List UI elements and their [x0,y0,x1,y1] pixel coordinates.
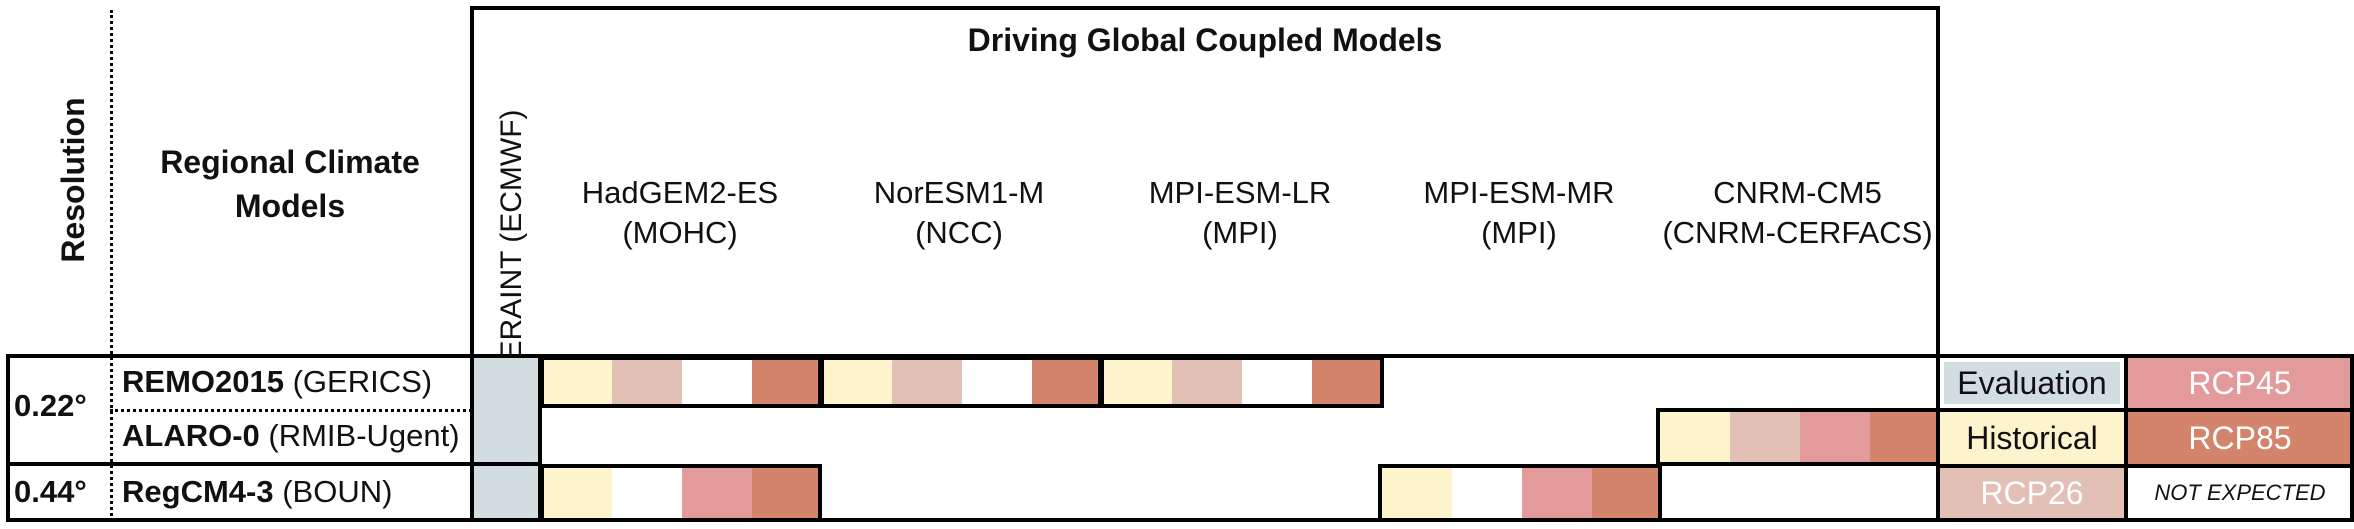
gcm-inst: (MPI) [1202,215,1278,250]
rcm-inst: (GERICS) [283,364,433,399]
rcm-inst: (RMIB-Ugent) [259,418,460,453]
cell-rcp45 [1522,468,1592,518]
cell-historical [542,358,612,404]
cell-rcp85 [1032,358,1098,404]
cell-rcp26 [612,358,682,404]
resolution-044: 0.44° [14,474,87,509]
rcm-header-line2: Models [234,188,346,224]
cell-rcp45 [1800,412,1870,462]
gcm-name: MPI-ESM-MR [1423,175,1615,210]
legend-divider [1936,408,2354,412]
rcm-inst: (BOUN) [273,474,393,509]
legend-divider [2124,354,2128,522]
grid-line [472,6,1940,10]
legend-rcp45: RCP45 [2128,358,2352,408]
cell-historical [822,358,892,404]
cell-rcp45 [682,468,752,518]
group-box [540,356,822,408]
group-box [1656,408,1940,466]
group-box [1378,464,1662,522]
gcm-hadgem: HadGEM2-ES (MOHC) [542,173,818,253]
cell-rcp85 [752,358,818,404]
gcm-name: HadGEM2-ES [581,175,779,210]
gcm-name: NorESM1-M [873,175,1045,210]
row-regcm: RegCM4-3 (BOUN) [122,474,392,510]
gcm-noresm: NorESM1-M (NCC) [820,173,1098,253]
gcm-mpi-mr: MPI-ESM-MR (MPI) [1380,173,1658,253]
legend-historical: Historical [1940,412,2124,464]
gcm-inst: (MPI) [1481,215,1557,250]
gcm-cnrm: CNRM-CM5 (CNRM-CERFACS) [1655,173,1940,253]
rcm-name: REMO2015 [122,364,284,399]
grid-line [6,518,2354,522]
resolution-022: 0.22° [14,388,87,423]
row-alaro: ALARO-0 (RMIB-Ugent) [122,418,460,454]
group-box [820,356,1102,408]
grid-line [6,354,10,522]
gcm-mpi-lr: MPI-ESM-LR (MPI) [1100,173,1380,253]
cell-historical [1660,412,1730,462]
eraint-header: ERAINT (ECMWF) [495,109,528,361]
cell-evaluation [474,358,540,518]
grid-line [470,6,474,522]
gcm-name: MPI-ESM-LR [1148,175,1332,210]
grid-line [1936,6,1940,358]
resolution-header: Resolution [55,97,91,263]
legend-rcp85: RCP85 [2128,412,2352,464]
cell-rcp26 [1172,358,1242,404]
legend-divider [1936,464,2354,468]
cell-historical [1382,468,1452,518]
cell-historical [542,468,612,518]
gcm-inst: (MOHC) [622,215,738,250]
cell-rcp26 [892,358,962,404]
legend-not-expected: NOT EXPECTED [2128,468,2352,518]
rcm-header: Regional Climate Models [110,140,470,228]
cell-rcp85 [1870,412,1936,462]
cell-rcp85 [752,468,818,518]
grid-line [6,354,2354,358]
legend-box [1936,354,2354,522]
legend-rcp26: RCP26 [1940,468,2124,518]
rcm-name: RegCM4-3 [122,474,274,509]
dotted-divider [110,10,113,522]
grid-line [538,354,542,522]
dotted-divider [110,409,472,412]
legend-evaluation: Evaluation [1940,358,2124,408]
rcm-name: ALARO-0 [122,418,260,453]
gcm-inst: (NCC) [915,215,1003,250]
cell-historical [1102,358,1172,404]
group-box [540,464,822,522]
cell-rcp85 [1592,468,1658,518]
rcm-header-line1: Regional Climate [160,144,420,180]
driving-gcm-header: Driving Global Coupled Models [967,22,1443,58]
gcm-name: CNRM-CM5 [1713,175,1882,210]
cell-rcp85 [1312,358,1380,404]
row-remo: REMO2015 (GERICS) [122,364,432,400]
group-box [1100,356,1384,408]
gcm-inst: (CNRM-CERFACS) [1662,215,1933,250]
grid-line [6,462,542,466]
cell-rcp26 [1730,412,1800,462]
